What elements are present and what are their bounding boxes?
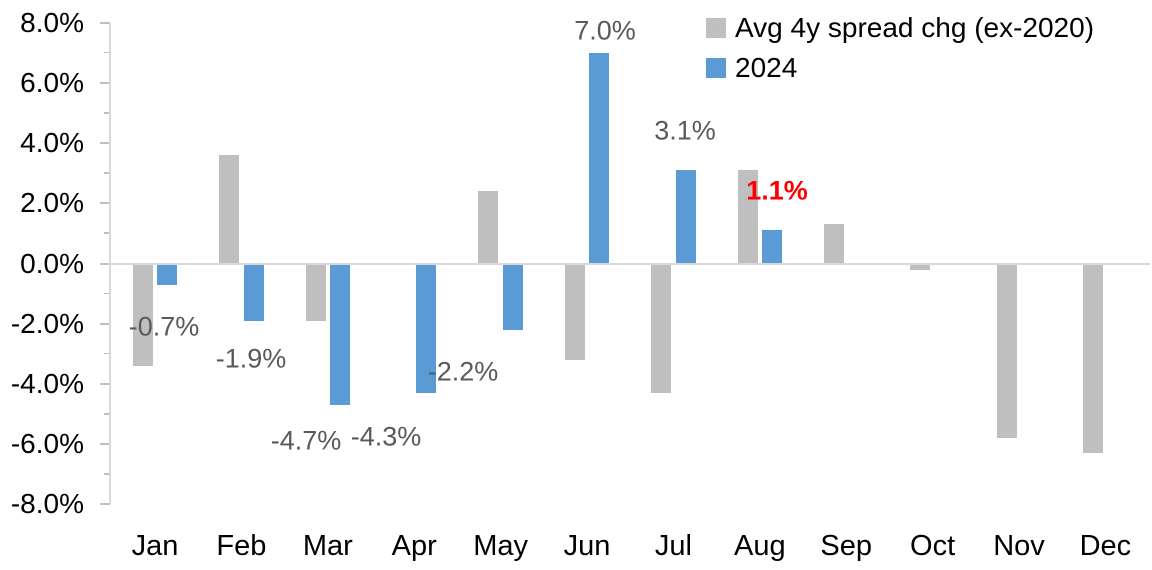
y-axis-major-tick	[100, 202, 110, 205]
y-axis-tick-label: -4.0%	[10, 367, 84, 399]
y-axis-tick-label: -6.0%	[10, 428, 84, 460]
y-axis-tick-label: 8.0%	[20, 6, 84, 38]
bar-avg-sep	[824, 224, 844, 264]
data-label-jul: 3.1%	[654, 115, 716, 146]
bar-2024-mar	[330, 263, 350, 405]
y-axis-major-tick	[100, 443, 110, 446]
bar-avg-jan	[132, 263, 153, 366]
data-label-aug: 1.1%	[746, 175, 808, 206]
y-axis-minor-tick	[104, 232, 110, 234]
y-axis-major-tick	[100, 382, 110, 385]
x-axis-label-jan: Jan	[131, 530, 179, 562]
legend-swatch-blue	[706, 58, 726, 78]
bar-avg-oct	[910, 263, 931, 270]
y-axis-tick-label: -8.0%	[10, 488, 84, 520]
y-axis-minor-tick	[104, 112, 110, 114]
data-label-jun: 7.0%	[574, 15, 636, 46]
bar-avg-jul	[651, 263, 672, 393]
y-axis-tick-label: 4.0%	[20, 127, 84, 159]
bar-2024-apr	[416, 263, 437, 393]
x-axis-label-jul: Jul	[654, 530, 692, 562]
data-label-apr: -4.3%	[350, 421, 422, 452]
data-label-mar: -4.7%	[270, 425, 342, 456]
legend-label-avg-4y-spread: Avg 4y spread chg (ex-2020)	[735, 12, 1095, 43]
y-axis-minor-tick	[104, 352, 110, 355]
legend-label-2024: 2024	[735, 52, 798, 83]
y-axis-major-tick	[100, 503, 110, 506]
bar-2024-jan	[157, 263, 178, 285]
y-axis-tick-label: 6.0%	[20, 66, 84, 98]
x-axis-label-may: May	[473, 530, 528, 562]
bar-2024-aug	[762, 230, 782, 264]
y-axis-major-tick	[100, 81, 110, 84]
data-label-jan: -0.7%	[128, 311, 200, 342]
y-axis-minor-tick	[104, 413, 110, 415]
x-axis-label-oct: Oct	[910, 530, 956, 562]
y-axis-tick-label: 2.0%	[20, 187, 84, 219]
x-axis-zero-line	[109, 262, 1150, 265]
y-axis-minor-tick	[104, 473, 110, 475]
bar-2024-feb	[243, 263, 264, 321]
y-axis-tick-label: -2.0%	[10, 307, 84, 339]
bar-avg-dec	[1083, 263, 1104, 454]
y-axis-major-tick	[100, 322, 110, 325]
x-axis-label-feb: Feb	[216, 530, 267, 562]
y-axis-major-tick	[100, 262, 110, 265]
y-axis-minor-tick	[104, 172, 110, 174]
data-label-may: -2.2%	[427, 356, 499, 387]
bar-avg-jun	[564, 263, 585, 360]
x-axis-label-apr: Apr	[391, 530, 437, 562]
x-axis-label-jun: Jun	[563, 530, 611, 562]
y-axis-minor-tick	[104, 292, 110, 295]
bar-2024-may	[502, 263, 523, 330]
x-axis-label-dec: Dec	[1079, 530, 1132, 562]
legend-item-2024: 2024	[706, 50, 1094, 86]
x-axis-label-sep: Sep	[820, 530, 872, 562]
legend-swatch-gray	[706, 18, 726, 38]
bar-avg-feb	[219, 155, 240, 264]
x-axis-label-nov: Nov	[993, 530, 1045, 562]
bar-avg-mar	[305, 263, 326, 321]
y-axis-major-tick	[100, 142, 110, 145]
bar-2024-jun	[589, 52, 610, 264]
x-axis-label-aug: Aug	[733, 530, 786, 562]
y-axis-major-tick	[100, 21, 110, 24]
data-label-feb: -1.9%	[215, 343, 287, 374]
bar-avg-nov	[996, 263, 1017, 439]
x-axis-label-mar: Mar	[302, 530, 353, 562]
bar-avg-aug	[737, 170, 758, 264]
y-axis-minor-tick	[104, 51, 110, 54]
bar-2024-jul	[675, 170, 696, 264]
legend-item-avg-4y-spread: Avg 4y spread chg (ex-2020)	[706, 10, 1094, 46]
y-axis-tick-label: 0.0%	[20, 247, 84, 279]
bar-avg-may	[478, 191, 499, 264]
legend: Avg 4y spread chg (ex-2020) 2024	[706, 10, 1094, 86]
